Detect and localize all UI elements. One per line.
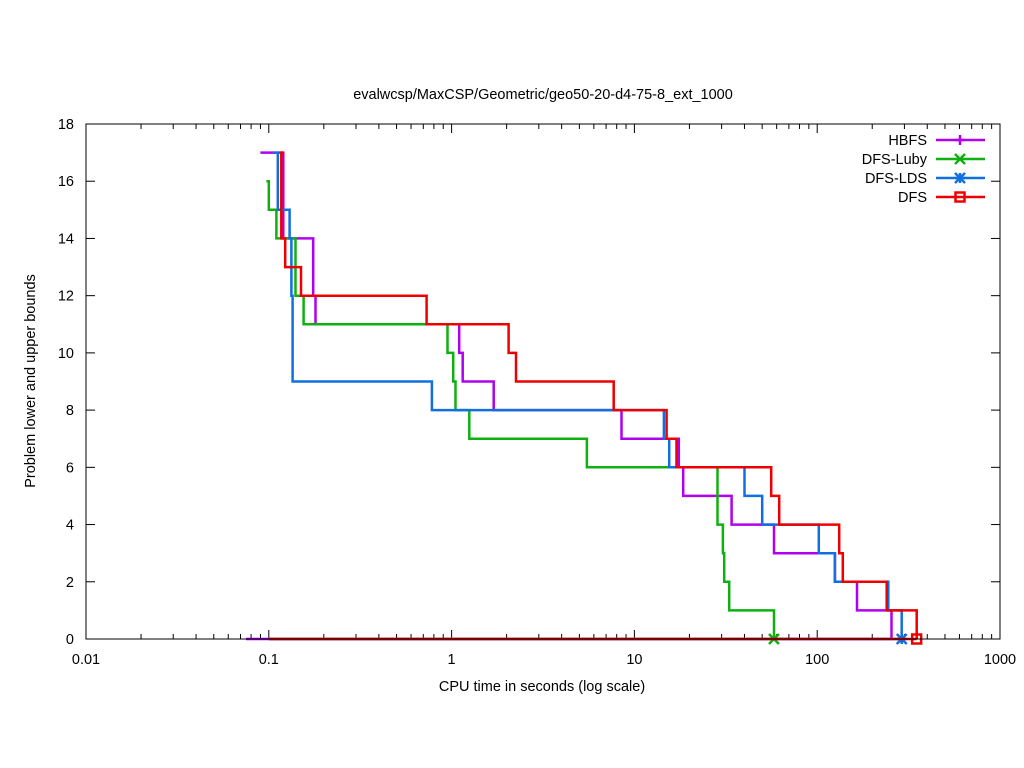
legend-marker — [954, 191, 966, 203]
x-tick-label: 100 — [805, 652, 829, 668]
y-tick-label: 0 — [66, 632, 74, 648]
series-hbfs-upper-bound — [260, 151, 893, 639]
legend-label: DFS — [898, 190, 927, 206]
legend-item-dfs-luby: DFS-Luby — [862, 152, 985, 168]
y-tick-label: 6 — [66, 460, 74, 476]
x-tick-label: 10 — [626, 652, 642, 668]
legend-marker — [955, 135, 965, 145]
legend-item-dfs: DFS — [898, 190, 985, 206]
legend-item-dfs-lds: DFS-LDS — [865, 171, 985, 187]
x-tick-label: 1000 — [984, 652, 1016, 668]
y-tick-label: 18 — [58, 117, 74, 133]
legend-marker — [954, 153, 966, 165]
series-dfs-upper-bound — [280, 151, 918, 639]
legend-item-hbfs: HBFS — [888, 133, 985, 149]
series-group — [246, 151, 923, 645]
x-tick-label: 0.1 — [259, 652, 279, 668]
chart-title: evalwcsp/MaxCSP/Geometric/geo50-20-d4-75… — [353, 87, 733, 103]
legend-marker — [954, 172, 966, 184]
legend: HBFS DFS-Luby DFS-LDS DFS — [862, 133, 985, 206]
tick-marks: 0 2 4 6 8 10 12 14 16 18 0.01 0.1 1 10 100 1000 — [58, 117, 1016, 668]
y-tick-label: 2 — [66, 575, 74, 591]
x-tick-label: 1 — [448, 652, 456, 668]
plot-frame — [85, 123, 1001, 640]
legend-label: HBFS — [888, 133, 927, 149]
y-tick-label: 8 — [66, 403, 74, 419]
x-axis-label: CPU time in seconds (log scale) — [439, 679, 645, 695]
y-tick-label: 14 — [58, 231, 74, 247]
y-tick-label: 16 — [58, 174, 74, 190]
y-tick-label: 4 — [66, 518, 74, 534]
legend-label: DFS-Luby — [862, 152, 928, 168]
legend-label: DFS-LDS — [865, 171, 927, 187]
y-tick-label: 10 — [58, 346, 74, 362]
y-tick-label: 12 — [58, 289, 74, 305]
x-tick-label: 0.01 — [72, 652, 100, 668]
y-axis-label: Problem lower and upper bounds — [23, 274, 39, 488]
series-dfs-lds-upper-bound — [272, 151, 903, 639]
